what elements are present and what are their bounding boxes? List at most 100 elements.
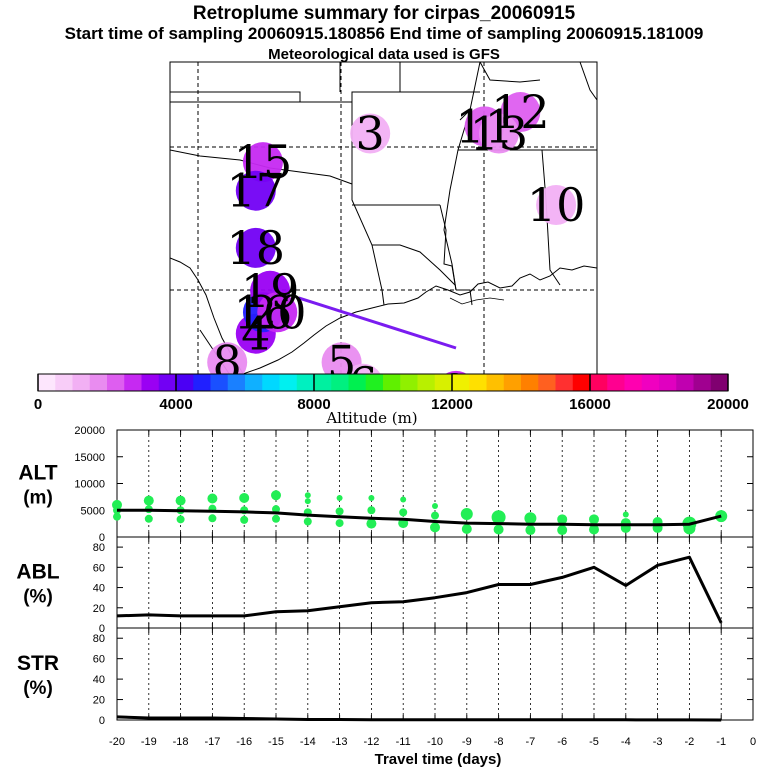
colorbar-tick-label: 16000 [569, 396, 611, 413]
y-tick-label: 10000 [74, 479, 105, 491]
x-tick-label: -5 [589, 736, 599, 748]
altitude-scatter-point [367, 506, 376, 515]
plume-day-label: 18 [227, 221, 286, 275]
altitude-scatter-point [303, 517, 312, 526]
plume-day-label: 3 [356, 107, 385, 161]
colorbar-cell [659, 374, 677, 391]
colorbar-cell [89, 374, 108, 391]
altitude-scatter-point [524, 512, 537, 525]
state-borders [170, 62, 597, 375]
colorbar-cell [676, 374, 694, 391]
colorbar-cell [38, 374, 56, 391]
plume-day-label: 17 [227, 164, 286, 218]
altitude-scatter-point [176, 515, 185, 524]
colorbar-tick-label: 0 [34, 396, 42, 413]
plume-dot [321, 342, 362, 375]
x-tick-label: 0 [750, 736, 756, 748]
colorbar-tick-labels: 0 4000 8000 12000 16000 20000 [34, 396, 749, 413]
colorbar-cell [314, 374, 332, 391]
altitude-scatter-point [460, 507, 473, 520]
altitude-scatter-point [240, 515, 249, 524]
y-tick-label: 80 [93, 542, 105, 554]
colorbar-tick-label: 20000 [707, 396, 749, 413]
x-tick-label: -18 [173, 736, 189, 748]
panel-alt: 0 5000 10000 15000 20000 ALT (m) [18, 425, 754, 544]
x-tick-label: -16 [236, 736, 252, 748]
x-tick-label: -8 [494, 736, 504, 748]
altitude-scatter-point [271, 490, 281, 501]
altitude-scatter-point [589, 514, 599, 525]
colorbar-cell [572, 374, 591, 391]
plume-day-label: 15 [234, 135, 293, 189]
colorbar-cell [590, 374, 608, 391]
plume-day-label: 12 [491, 85, 550, 139]
plume-day-label: 4 [241, 307, 270, 361]
plume-day-label: 8 [213, 335, 242, 389]
y-tick-label: 40 [93, 674, 105, 686]
altitude-scatter-point [589, 524, 599, 535]
y-axis-label: STR [17, 652, 59, 675]
altitude-scatter-point [304, 498, 311, 505]
altitude-scatter-point [272, 505, 280, 514]
colorbar-cell [434, 374, 453, 391]
plume-dot [257, 292, 298, 333]
x-axis-tick-labels: -20 -19 -18 -17 -16 -15 -14 -13 -12 -11 -10 -9 -8 -7-… [109, 736, 756, 748]
altitude-scatter-point [336, 494, 343, 501]
colorbar-tick-label: 12000 [431, 396, 473, 413]
colorbar-cell [141, 374, 160, 391]
colorbar-cell [176, 374, 194, 391]
x-tick-label: -11 [396, 736, 411, 748]
x-tick-label: -10 [427, 736, 443, 748]
plume-dot [235, 170, 276, 211]
series-line-abl [116, 555, 723, 624]
y-tick-label: 0 [99, 715, 105, 727]
colorbar-cell [296, 374, 315, 391]
y-tick-label: 0 [99, 532, 105, 544]
delta-outline [449, 297, 505, 305]
chart-title: Retroplume summary for cirpas_20060915 [192, 3, 576, 24]
colorbar-cell [521, 374, 539, 391]
plume-day-label: 9 [520, 414, 549, 468]
y-tick-label: 5000 [81, 505, 105, 517]
colorbar-cell [607, 374, 625, 391]
altitude-scatter-point [557, 514, 568, 525]
plume-day-label: 7 [434, 443, 463, 497]
y-tick-label: 60 [93, 562, 105, 574]
colorbar-cell [624, 374, 643, 391]
altitude-scatter-point [239, 492, 250, 503]
map-geography: 1234567891011121314151617181920 [170, 62, 597, 497]
colorbar-cell [469, 374, 487, 391]
y-tick-label: 15000 [74, 452, 105, 464]
altitude-scatter-point [143, 495, 154, 506]
plume-day-label: 11 [455, 99, 514, 153]
plume-day-label: 10 [527, 178, 586, 232]
x-tick-label: -19 [141, 736, 157, 748]
altitude-scatter-point [399, 508, 408, 517]
colorbar-cell [124, 374, 142, 391]
source-trajectory-line [298, 296, 457, 350]
colorbar-cell [55, 374, 73, 391]
altitude-scatter-point [493, 524, 504, 535]
colorbar-cell [107, 374, 125, 391]
colorbar-tick-label: 8000 [297, 396, 330, 413]
colorbar-cell [262, 374, 280, 391]
altitude-scatter-point [622, 511, 629, 518]
altitude-scatter-point [491, 510, 506, 525]
x-tick-label: -3 [653, 736, 663, 748]
altitude-scatter-point [400, 496, 407, 503]
colorbar-cell [348, 374, 367, 391]
altitude-scatter-point [366, 518, 377, 529]
colorbar-ticks [37, 374, 729, 391]
plume-day-labels: 1234567891011121314151617181920 [213, 85, 586, 497]
series-line-str [116, 715, 722, 722]
plume-dot [478, 113, 519, 154]
time-series-panels: 0 5000 10000 15000 20000 ALT (m) 0 20 40 60 80 ABL (%… [16, 425, 754, 727]
plume-day-label: 16 [234, 285, 293, 339]
colorbar-cell [417, 374, 436, 391]
x-tick-label: -20 [109, 736, 125, 748]
x-tick-label: -12 [363, 736, 379, 748]
altitude-scatter-point [113, 512, 121, 521]
y-tick-label: 40 [93, 583, 105, 595]
altitude-colorbar: 0 4000 8000 12000 16000 20000 Altitude (m) [34, 373, 749, 427]
altitude-scatter-point [461, 523, 472, 534]
